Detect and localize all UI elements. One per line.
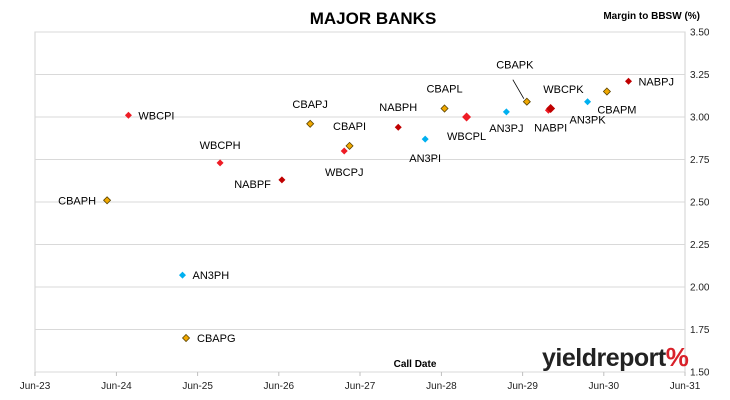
point-label-nabpj: NABPJ [638,76,673,88]
point-label-cbapm: CBAPM [597,105,636,117]
point-nabpf [278,176,286,184]
x-tick-label: Jun-26 [264,381,295,392]
point-nabph [394,123,402,131]
point-wbcpj [340,147,348,155]
y-axis-label: Margin to BBSW (%) [603,11,700,22]
brand-name: yieldreport [542,344,666,372]
point-cbaph [103,196,112,205]
point-cbapg [181,333,191,343]
x-tick-label: Jun-24 [101,381,132,392]
point-nabpi [546,104,556,113]
y-tick-label: 1.75 [690,325,710,336]
leader-line-cbapk [512,79,525,99]
point-cbapm [602,87,611,96]
point-wbcph [216,159,224,167]
point-cbapk [522,97,531,106]
point-label-an3pi: AN3PI [409,153,441,165]
point-label-cbapi: CBAPI [333,121,366,133]
point-label-an3pk: AN3PK [570,115,607,127]
point-label-wbcpl: WBCPL [447,131,486,143]
x-tick-label: Jun-23 [20,381,51,392]
point-nabpj [624,77,632,85]
point-cbapl [440,104,449,113]
x-tick-label: Jun-25 [182,381,213,392]
point-label-an3pj: AN3PJ [489,123,523,135]
point-label-nabph: NABPH [379,102,417,114]
point-cbapj [306,119,315,128]
point-an3ph [178,271,186,279]
point-label-nabpi: NABPI [534,123,567,135]
x-tick-label: Jun-30 [589,381,620,392]
point-label-wbcpk: WBCPK [543,84,584,96]
x-tick-label: Jun-27 [345,381,376,392]
point-an3pi [421,135,429,143]
point-label-nabpf: NABPF [234,179,271,191]
x-tick-label: Jun-29 [507,381,538,392]
x-axis-label: Call Date [394,359,437,370]
y-tick-label: 1.50 [690,368,710,379]
point-label-an3ph: AN3PH [192,270,229,282]
point-label-cbapk: CBAPK [496,60,534,72]
point-label-wbcpj: WBCPJ [325,167,364,179]
point-wbcpi [124,111,132,119]
point-cbapi [345,141,354,150]
y-tick-label: 3.25 [690,70,710,81]
y-tick-label: 3.00 [690,113,710,124]
y-tick-label: 2.50 [690,198,710,209]
y-tick-label: 2.25 [690,240,710,251]
point-label-wbcph: WBCPH [200,140,241,152]
x-tick-label: Jun-31 [670,381,701,392]
chart-title: MAJOR BANKS [310,9,437,28]
percent-icon: % [665,342,689,372]
y-tick-label: 2.00 [690,283,710,294]
point-wbcpl [462,112,472,122]
point-an3pk [584,98,592,106]
x-tick-label: Jun-28 [426,381,457,392]
point-label-cbapl: CBAPL [426,84,462,96]
point-label-wbcpi: WBCPI [138,110,174,122]
point-label-cbapj: CBAPJ [292,99,327,111]
y-tick-label: 3.50 [690,28,710,39]
yieldreport-logo: yieldreport% [542,342,689,372]
point-label-cbapg: CBAPG [197,333,236,345]
point-label-cbaph: CBAPH [58,195,96,207]
y-tick-label: 2.75 [690,155,710,166]
point-an3pj [502,108,510,116]
